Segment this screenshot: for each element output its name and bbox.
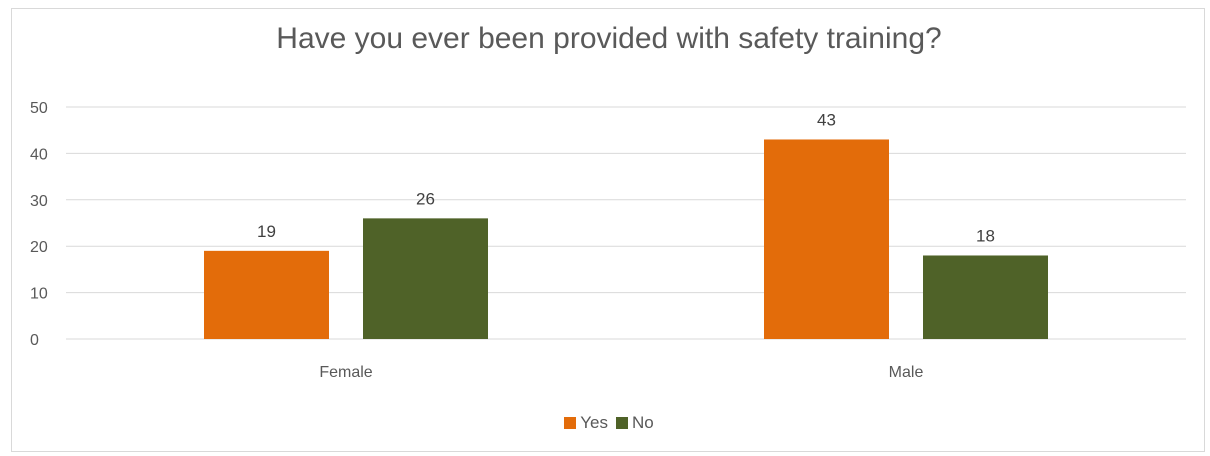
data-labels: 19 26 43 18 (257, 110, 995, 245)
chart-title: Have you ever been provided with safety … (276, 22, 942, 55)
data-label: 18 (976, 226, 995, 245)
bar-male-yes (764, 139, 889, 339)
legend: Yes No (12, 411, 1206, 435)
y-tick-label: 0 (30, 332, 39, 349)
bar-female-yes (204, 250, 329, 339)
legend-label: Yes (580, 413, 608, 432)
chart-frame: Have you ever been provided with safety … (11, 8, 1205, 452)
y-tick-label: 30 (30, 193, 48, 210)
legend-swatch (616, 417, 628, 429)
bars (204, 139, 1048, 339)
legend-swatch (564, 417, 577, 429)
legend-item-yes: Yes (564, 413, 608, 433)
legend-label: No (632, 413, 654, 432)
data-label: 26 (416, 189, 435, 208)
y-tick-label: 50 (30, 100, 48, 117)
data-label: 19 (257, 222, 276, 241)
data-label: 43 (817, 110, 836, 129)
y-tick-label: 40 (30, 146, 48, 163)
bar-chart: 0 10 20 30 40 50 19 26 43 18 Female Male (30, 100, 1186, 381)
legend-item-no: No (616, 413, 654, 433)
bar-female-no (363, 218, 488, 339)
x-axis-categories: Female Male (319, 364, 923, 381)
y-tick-label: 20 (30, 239, 48, 256)
x-category-label: Male (889, 364, 924, 381)
y-tick-label: 10 (30, 286, 48, 303)
y-axis-ticks: 0 10 20 30 40 50 (30, 100, 48, 349)
bar-male-no (923, 255, 1048, 339)
x-category-label: Female (319, 364, 372, 381)
